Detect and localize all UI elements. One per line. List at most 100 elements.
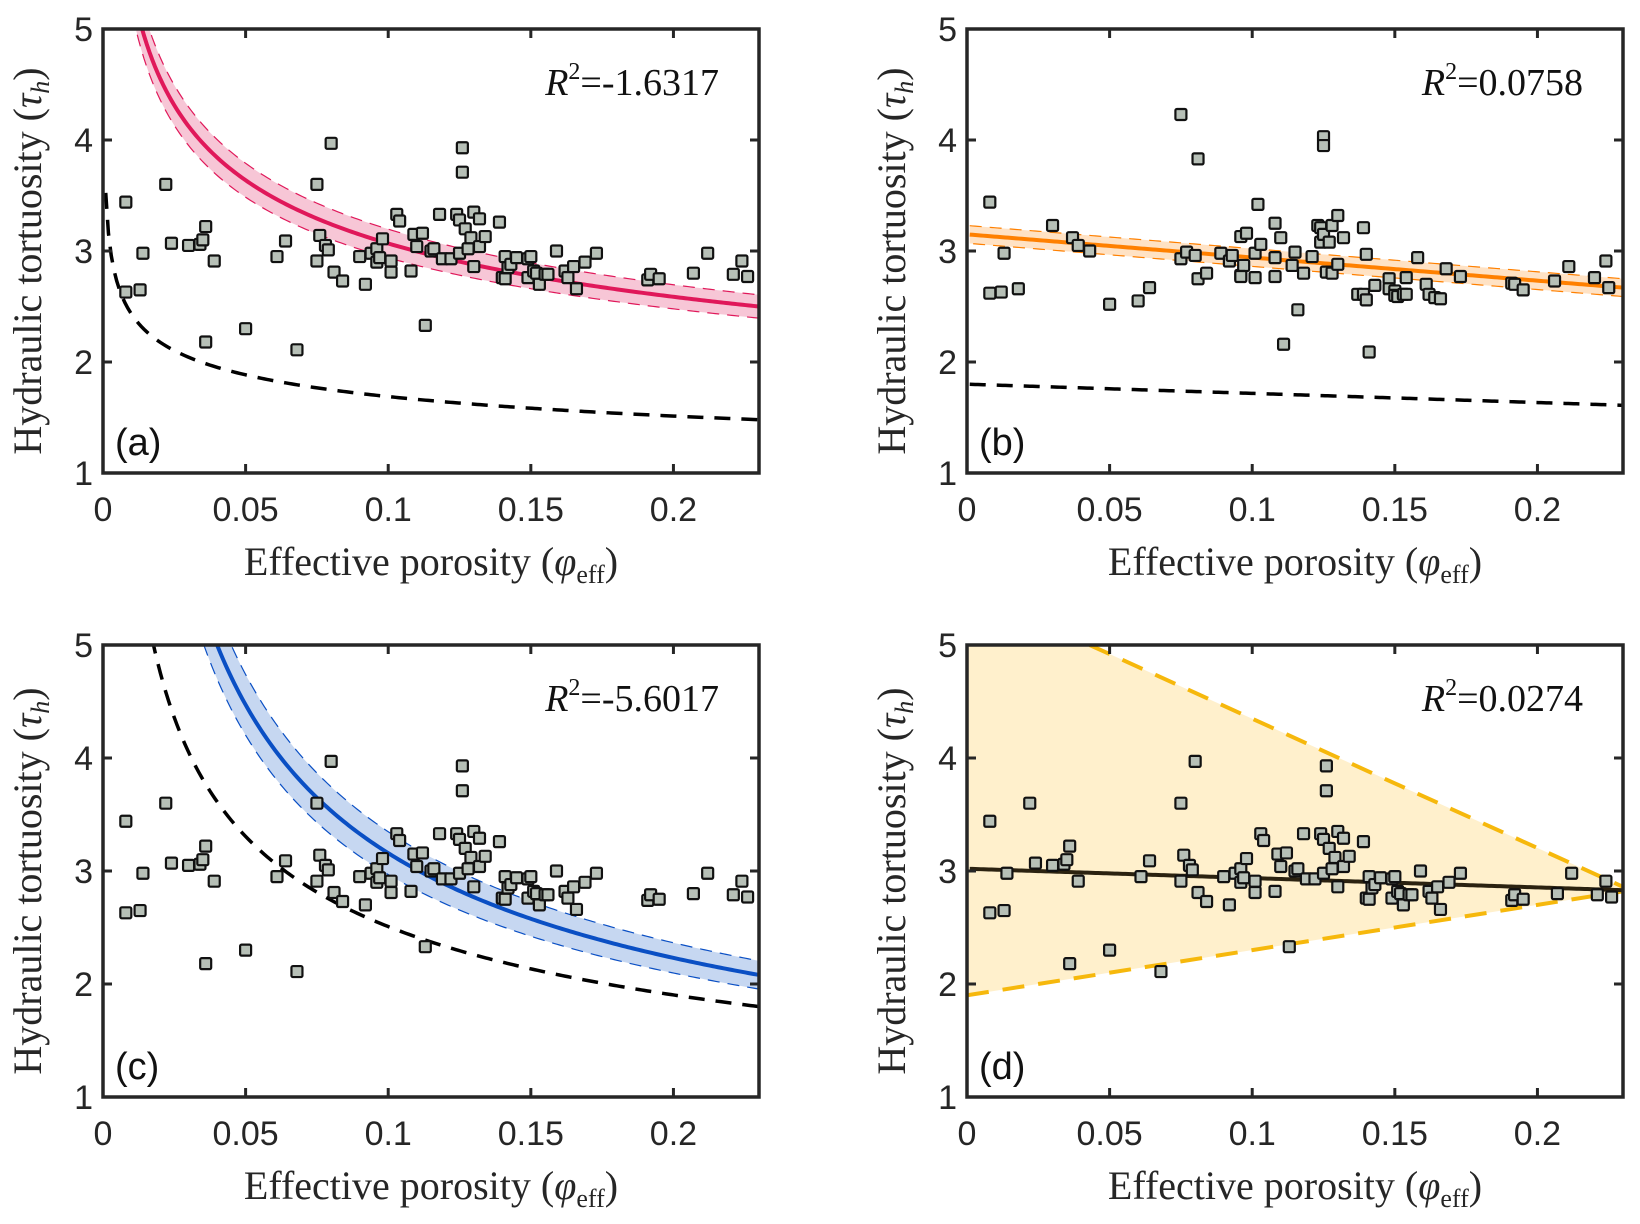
data-point (1251, 197, 1265, 211)
prediction-envelope-fill (967, 645, 1623, 996)
r-squared-value: =0.0758 (1457, 62, 1583, 104)
data-point (290, 343, 304, 357)
data-point (196, 853, 210, 867)
data-point (1000, 866, 1014, 880)
data-point (578, 875, 592, 889)
y-tick-label: 4 (938, 740, 957, 778)
data-point (324, 754, 338, 768)
data-point (393, 214, 407, 228)
data-point (410, 859, 424, 874)
y-axis-subscript: h (26, 701, 55, 714)
data-point (1103, 943, 1117, 957)
data-point (270, 249, 284, 264)
data-point (1071, 874, 1085, 888)
data-point (1279, 846, 1294, 860)
fit-confidence-band (203, 645, 759, 990)
data-point (1342, 849, 1356, 863)
r-squared-value: =0.0274 (1457, 678, 1583, 720)
x-axis-close-paren: ) (605, 539, 618, 584)
x-tick-label: 0.05 (1077, 491, 1143, 529)
data-point (1322, 235, 1336, 249)
x-axis-symbol: φ (1418, 539, 1440, 584)
data-point (1274, 231, 1288, 245)
r-squared-annotation: R2=-1.6317 (544, 59, 719, 104)
x-tick-label: 0.1 (1229, 491, 1276, 529)
data-point (1359, 293, 1373, 307)
x-tick-label: 0 (958, 1115, 977, 1153)
data-point (1291, 303, 1305, 317)
y-axis-title-text: Hydraulic tortuosity ( (869, 728, 914, 1075)
data-point (541, 267, 555, 281)
data-point (1433, 902, 1448, 917)
data-point (1296, 827, 1311, 841)
y-tick-label: 3 (938, 233, 957, 271)
data-point (1433, 292, 1448, 306)
data-point (686, 886, 701, 901)
data-point (375, 232, 390, 246)
data-point (1356, 835, 1371, 849)
data-point (498, 272, 512, 286)
data-point (1254, 237, 1268, 251)
data-point (321, 243, 335, 257)
r-squared-value: =-5.6017 (580, 678, 719, 720)
data-point (1550, 886, 1565, 901)
data-point (735, 874, 749, 888)
data-point (1217, 870, 1231, 884)
data-point (1248, 885, 1262, 900)
data-point (1045, 858, 1060, 872)
data-point (310, 254, 324, 268)
data-point (1331, 880, 1345, 894)
fit-line (969, 866, 1623, 893)
data-point (467, 259, 481, 274)
x-axis-subscript: eff (576, 560, 605, 589)
data-point (199, 839, 213, 853)
x-tick-label: 0.05 (1077, 1115, 1143, 1153)
x-axis-subscript: eff (1440, 1184, 1469, 1213)
data-point (472, 831, 487, 845)
data-point (1237, 871, 1251, 885)
data-point (524, 870, 538, 884)
data-point (133, 283, 147, 297)
data-point (1590, 888, 1604, 902)
data-point (1431, 880, 1445, 894)
data-point (1368, 278, 1382, 293)
data-point (290, 964, 304, 979)
data-point (196, 233, 210, 247)
data-point (1319, 759, 1333, 773)
r-symbol: R (1421, 678, 1445, 720)
x-tick-label: 0.2 (650, 491, 697, 529)
data-point (1103, 297, 1117, 311)
data-point (740, 269, 755, 284)
fit-confidence-band (135, 29, 759, 319)
data-point (199, 219, 213, 234)
data-point (1188, 754, 1202, 768)
data-point (997, 903, 1011, 918)
y-axis-title: Hydraulic tortuosity (τh) (5, 687, 55, 1074)
data-point (464, 850, 478, 865)
panel-c: 0 0.05 0.1 0.15 0.2 1 2 3 4 5 Effective porosity (… (5, 627, 761, 1213)
x-axis-title-text: Effective porosity ( (1108, 539, 1418, 584)
y-axis-subscript: h (890, 701, 919, 714)
data-point (1191, 885, 1205, 900)
y-tick-label: 3 (938, 853, 957, 891)
data-point (136, 246, 150, 260)
data-point (1248, 271, 1262, 285)
x-tick-label: 0.05 (213, 491, 279, 529)
data-point (524, 249, 538, 264)
data-point (415, 846, 430, 860)
y-axis-title-text: Hydraulic tortuosity ( (5, 108, 50, 455)
data-point (1356, 221, 1371, 235)
data-point (1174, 874, 1188, 888)
r-symbol: R (544, 62, 568, 104)
x-axis-title: Effective porosity (φeff) (1108, 1163, 1482, 1213)
data-point (478, 849, 492, 863)
data-point (541, 888, 555, 902)
data-point (324, 136, 338, 150)
data-point (461, 242, 475, 256)
data-point (327, 265, 341, 279)
data-point (467, 880, 481, 894)
data-point (983, 286, 997, 300)
data-point (181, 858, 196, 872)
y-tick-label: 2 (938, 966, 957, 1004)
